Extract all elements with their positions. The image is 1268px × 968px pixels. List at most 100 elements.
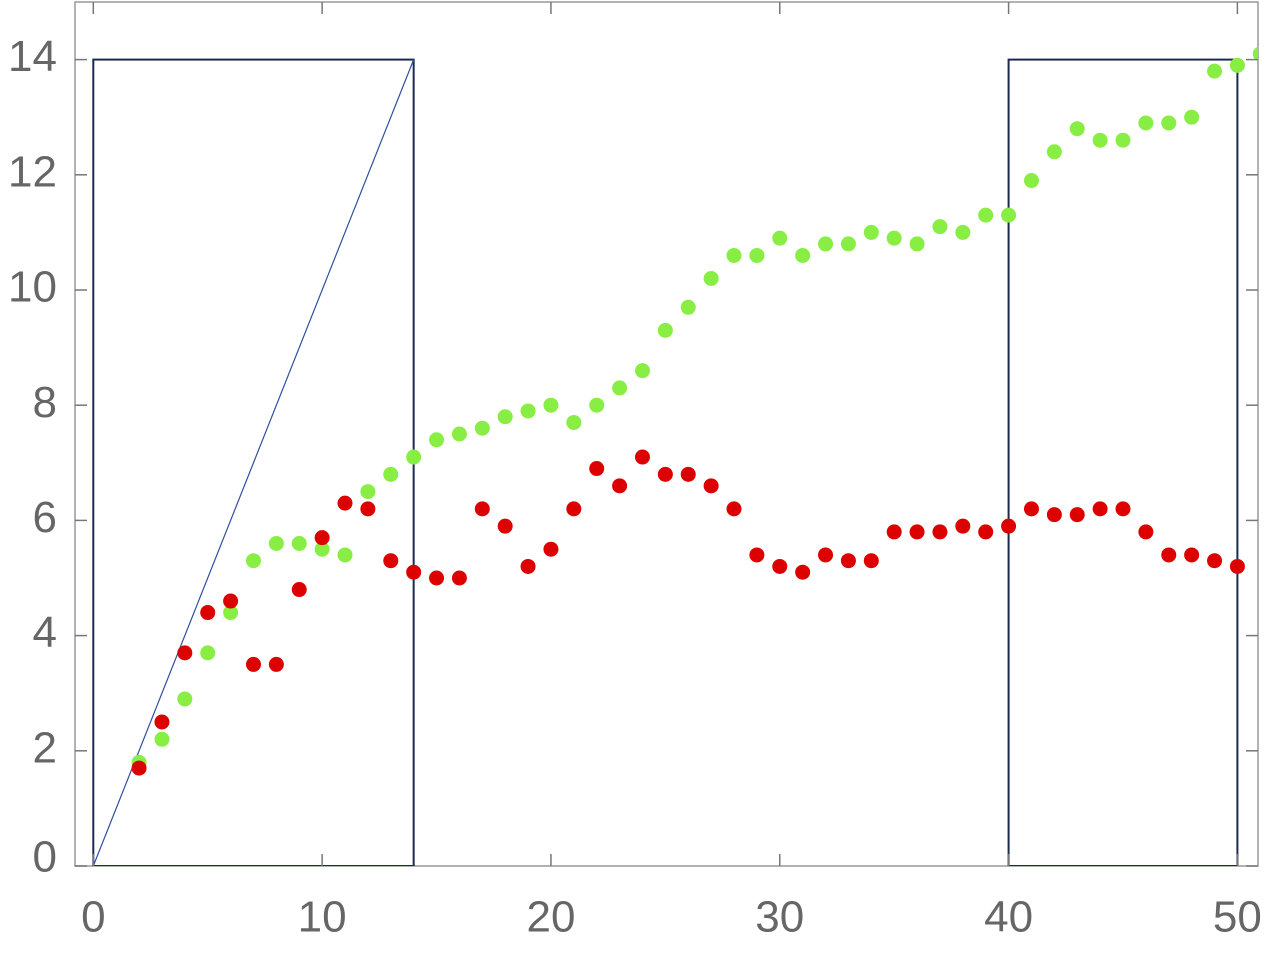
- data-point: [200, 605, 216, 621]
- data-point: [703, 478, 719, 494]
- data-point: [1115, 501, 1131, 517]
- data-point: [474, 501, 490, 517]
- data-point: [177, 691, 193, 707]
- data-point: [634, 363, 650, 379]
- data-point: [1092, 501, 1108, 517]
- data-point: [657, 466, 673, 482]
- data-point: [612, 478, 628, 494]
- x-tick-label: 40: [984, 893, 1033, 942]
- data-point: [749, 247, 765, 263]
- data-point: [543, 541, 559, 557]
- data-point: [795, 564, 811, 580]
- data-point: [612, 380, 628, 396]
- data-point: [1207, 553, 1223, 569]
- x-tick-label: 20: [526, 893, 575, 942]
- data-point: [268, 535, 284, 551]
- y-tick-label: 8: [33, 378, 57, 427]
- data-point: [314, 530, 330, 546]
- data-point: [291, 535, 307, 551]
- data-point: [863, 553, 879, 569]
- data-point: [840, 236, 856, 252]
- data-point: [909, 524, 925, 540]
- data-point: [223, 593, 239, 609]
- data-point: [955, 518, 971, 534]
- data-point: [1161, 115, 1177, 131]
- data-point: [978, 524, 994, 540]
- data-point: [909, 236, 925, 252]
- data-point: [589, 397, 605, 413]
- data-point: [566, 501, 582, 517]
- data-point: [932, 219, 948, 235]
- data-point: [1229, 57, 1245, 73]
- y-tick-label: 10: [8, 263, 57, 312]
- data-point: [131, 760, 147, 776]
- data-point: [1023, 173, 1039, 189]
- data-point: [1161, 547, 1177, 563]
- data-point: [154, 714, 170, 730]
- data-point: [360, 501, 376, 517]
- y-tick-label: 14: [8, 32, 57, 81]
- data-point: [1001, 207, 1017, 223]
- data-point: [497, 409, 513, 425]
- data-point: [726, 247, 742, 263]
- region-box: [1007, 58, 1239, 866]
- data-point: [1184, 109, 1200, 125]
- data-point: [1069, 121, 1085, 137]
- data-point: [406, 449, 422, 465]
- data-point: [177, 645, 193, 661]
- data-point: [589, 461, 605, 477]
- data-point: [680, 466, 696, 482]
- data-point: [1023, 501, 1039, 517]
- data-point: [245, 656, 261, 672]
- data-point: [1092, 132, 1108, 148]
- data-point: [314, 541, 330, 557]
- data-point: [1184, 547, 1200, 563]
- reference-line: [92, 59, 415, 866]
- data-point: [1046, 507, 1062, 523]
- data-point: [749, 547, 765, 563]
- data-point: [1046, 144, 1062, 160]
- data-point: [772, 230, 788, 246]
- data-point: [360, 484, 376, 500]
- data-point: [291, 582, 307, 598]
- data-point: [406, 564, 422, 580]
- data-point: [772, 558, 788, 574]
- data-point: [337, 547, 353, 563]
- data-point: [703, 270, 719, 286]
- plot-area: [92, 46, 1258, 866]
- x-tick-label: 0: [81, 893, 105, 942]
- data-point: [268, 656, 284, 672]
- data-point: [955, 224, 971, 240]
- data-point: [451, 570, 467, 586]
- data-point: [840, 553, 856, 569]
- data-point: [1252, 46, 1258, 61]
- data-point: [1207, 63, 1223, 79]
- data-point: [429, 570, 445, 586]
- data-point: [337, 495, 353, 511]
- y-tick-label: 12: [8, 147, 57, 196]
- data-point: [818, 236, 834, 252]
- data-point: [245, 553, 261, 569]
- data-point: [223, 605, 239, 621]
- y-tick-label: 4: [33, 608, 57, 657]
- x-tick-label: 50: [1213, 893, 1262, 942]
- data-point: [1138, 115, 1154, 131]
- data-point: [1069, 507, 1085, 523]
- y-tick-label: 6: [33, 493, 57, 542]
- data-point: [497, 518, 513, 534]
- data-point: [726, 501, 742, 517]
- data-point: [200, 645, 216, 661]
- data-point: [520, 403, 536, 419]
- y-tick-label: 2: [33, 723, 57, 772]
- data-point: [474, 420, 490, 436]
- data-point: [451, 426, 467, 442]
- data-point: [1229, 558, 1245, 574]
- data-point: [795, 247, 811, 263]
- plot-frame: [74, 1, 1259, 867]
- data-point: [932, 524, 948, 540]
- data-point: [886, 230, 902, 246]
- data-point: [886, 524, 902, 540]
- y-tick-label: 0: [33, 833, 57, 882]
- data-point: [429, 432, 445, 448]
